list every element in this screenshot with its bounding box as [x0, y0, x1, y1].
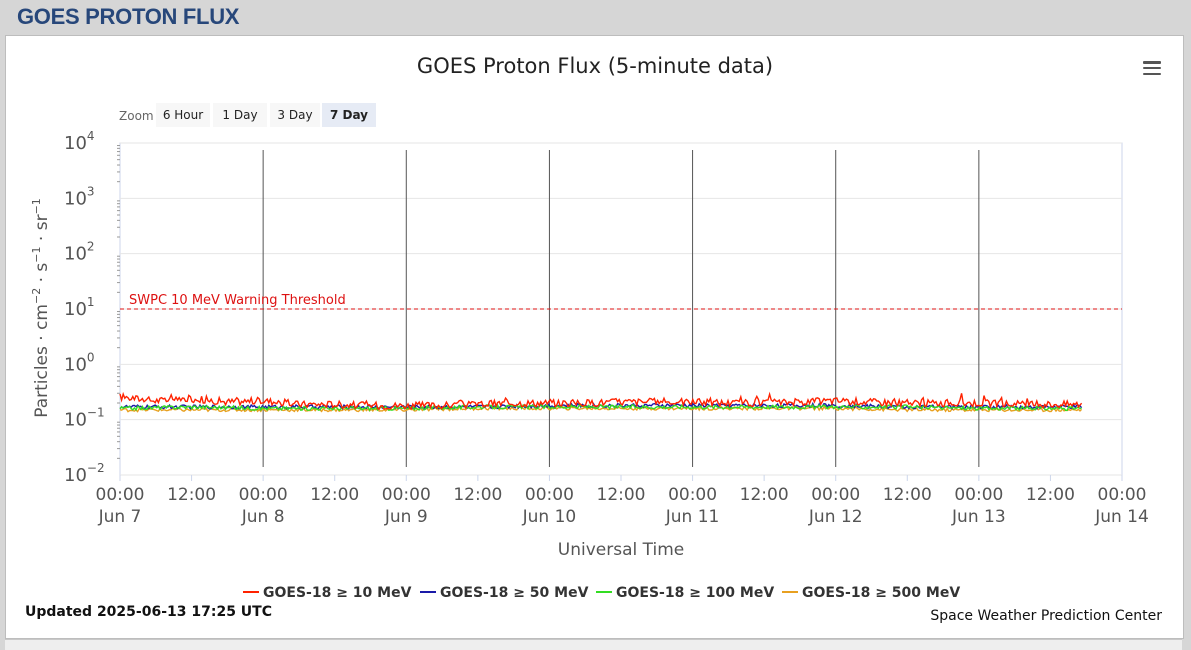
page-header: GOES PROTON FLUX	[0, 0, 1191, 34]
bottom-scrollbar[interactable]	[5, 639, 1182, 650]
page-title: GOES PROTON FLUX	[17, 4, 240, 29]
hamburger-menu-icon[interactable]	[1143, 61, 1161, 76]
chart-panel	[5, 35, 1184, 639]
